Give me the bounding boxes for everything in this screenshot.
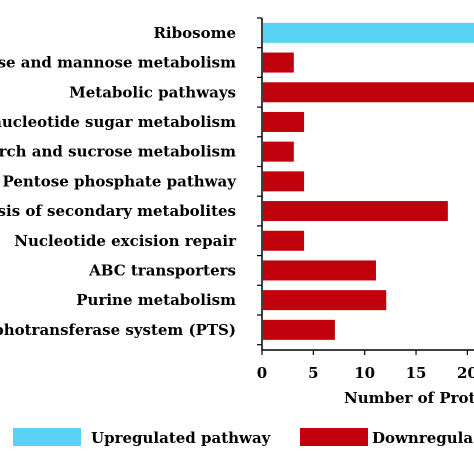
bar [263,260,376,281]
category-label: Ribosome [153,24,236,42]
x-tick-label: 10 [354,364,375,382]
bar [263,201,448,222]
x-tick-label: 15 [406,364,427,382]
category-label: Purine metabolism [76,291,236,309]
legend-swatch [13,428,81,446]
category-label: Metabolic pathways [69,83,236,101]
category-label: esis of secondary metabolites [0,202,236,220]
x-axis-title: Number of Prot [344,389,474,407]
bar [263,22,474,43]
category-label: nucleotide sugar metabolism [0,113,236,131]
category-label: ose and mannose metabolism [0,54,236,72]
bar [263,141,294,162]
bar [263,319,335,340]
bar [263,230,305,251]
bar [263,171,305,192]
x-tick-label: 0 [257,364,267,382]
x-tick-label: 5 [308,364,318,382]
category-label: photransferase system (PTS) [0,321,236,339]
bar [263,82,474,103]
category-label: arch and sucrose metabolism [0,143,236,161]
category-label: Nucleotide excision repair [14,232,237,250]
category-label: ABC transporters [88,261,236,279]
bar [263,290,387,311]
x-tick-label: 20 [457,364,474,382]
category-label: Pentose phosphate pathway [2,172,237,190]
legend-label: Upregulated pathway [91,429,272,447]
bar [263,111,305,132]
legend-label: Downregula [372,429,473,447]
legend-swatch [300,428,368,446]
bar [263,52,294,73]
